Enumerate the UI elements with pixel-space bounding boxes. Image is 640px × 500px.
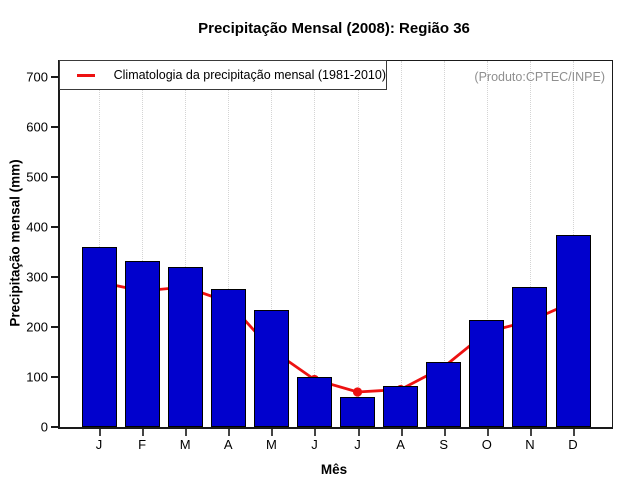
x-axis-tick-label: M — [179, 437, 191, 452]
x-axis-tick — [228, 429, 231, 436]
y-axis-tick — [51, 76, 58, 78]
y-axis-tick — [51, 176, 58, 178]
gridline — [486, 61, 488, 427]
y-axis-tick-label: 0 — [40, 419, 48, 435]
y-axis-tick-label: 500 — [26, 169, 48, 185]
precipitation-bar-D12 — [555, 234, 591, 427]
x-axis-tick — [573, 429, 575, 436]
precipitation-bar-N11 — [512, 287, 548, 427]
x-axis-tick — [314, 429, 317, 436]
precipitation-bar-J1 — [81, 247, 117, 427]
y-axis-tick-label: 700 — [26, 69, 48, 85]
x-axis-tick — [529, 429, 532, 436]
gridline — [314, 61, 316, 427]
source-annotation: (Produto:CPTEC/INPE) — [474, 70, 605, 84]
precipitation-bar-S9 — [426, 362, 462, 427]
y-axis-tick — [51, 276, 58, 278]
gridline — [400, 61, 402, 427]
x-axis-tick — [185, 429, 188, 436]
x-axis-tick — [357, 429, 360, 436]
gridline — [357, 61, 359, 427]
gridline — [271, 61, 273, 427]
x-axis-tick-label: N — [525, 437, 535, 452]
y-axis-tick-label: 600 — [26, 119, 48, 135]
x-axis-tick — [400, 429, 403, 436]
precipitation-bar-M3 — [167, 267, 203, 427]
x-axis-tick-label: M — [265, 437, 277, 452]
y-axis-tick-label: 300 — [26, 269, 48, 285]
x-axis-tick — [271, 429, 274, 436]
precipitation-bar-O10 — [469, 319, 505, 427]
y-axis-tick-label: 400 — [26, 219, 48, 235]
gridline — [443, 61, 445, 427]
gridline — [142, 61, 144, 427]
x-axis-tick — [443, 429, 446, 436]
x-axis-tick-label: O — [481, 437, 492, 452]
precipitation-bar-A4 — [210, 288, 246, 427]
x-axis-tick-label: J — [95, 437, 103, 452]
gridline — [99, 61, 100, 427]
legend-line-sample — [77, 73, 95, 77]
x-axis-tick-label: F — [138, 437, 147, 452]
x-axis-tick-label: D — [568, 437, 578, 452]
x-axis-tick-label: J — [311, 437, 318, 452]
x-axis-tick-label: S — [439, 437, 449, 452]
precipitation-bar-A8 — [383, 386, 419, 427]
climatology-point — [352, 387, 363, 397]
gridline — [185, 61, 187, 427]
precipitation-bar-J7 — [340, 397, 376, 427]
y-axis-tick-label: 100 — [26, 369, 48, 385]
x-axis-label: Mês — [320, 462, 348, 477]
x-axis-tick — [486, 429, 489, 436]
gridline — [228, 61, 230, 427]
y-axis-tick — [51, 426, 58, 428]
precipitation-bar-J6 — [296, 377, 332, 427]
x-axis-tick-label: J — [354, 437, 361, 452]
y-axis-tick — [51, 326, 58, 328]
gridline — [529, 61, 531, 427]
legend-label: Climatologia da precipitação mensal (198… — [113, 68, 386, 82]
precipitation-bar-M5 — [253, 309, 289, 427]
y-axis-tick-label: 200 — [26, 319, 48, 335]
y-axis-label: Precipitação mensal (mm) — [7, 159, 23, 327]
x-axis-tick — [99, 429, 101, 436]
legend-box: Climatologia da precipitação mensal (198… — [59, 60, 387, 90]
y-axis-tick — [51, 126, 58, 128]
x-axis-tick-label: A — [223, 437, 233, 452]
x-axis-tick — [142, 429, 145, 436]
x-axis-tick-label: A — [396, 437, 405, 452]
chart-title: Precipitação Mensal (2008): Região 36 — [198, 20, 470, 37]
precipitation-bar-F2 — [124, 261, 160, 427]
y-axis-tick — [51, 226, 58, 228]
y-axis-tick — [51, 376, 58, 378]
plot-area: Climatologia da precipitação mensal (198… — [26, 60, 613, 452]
